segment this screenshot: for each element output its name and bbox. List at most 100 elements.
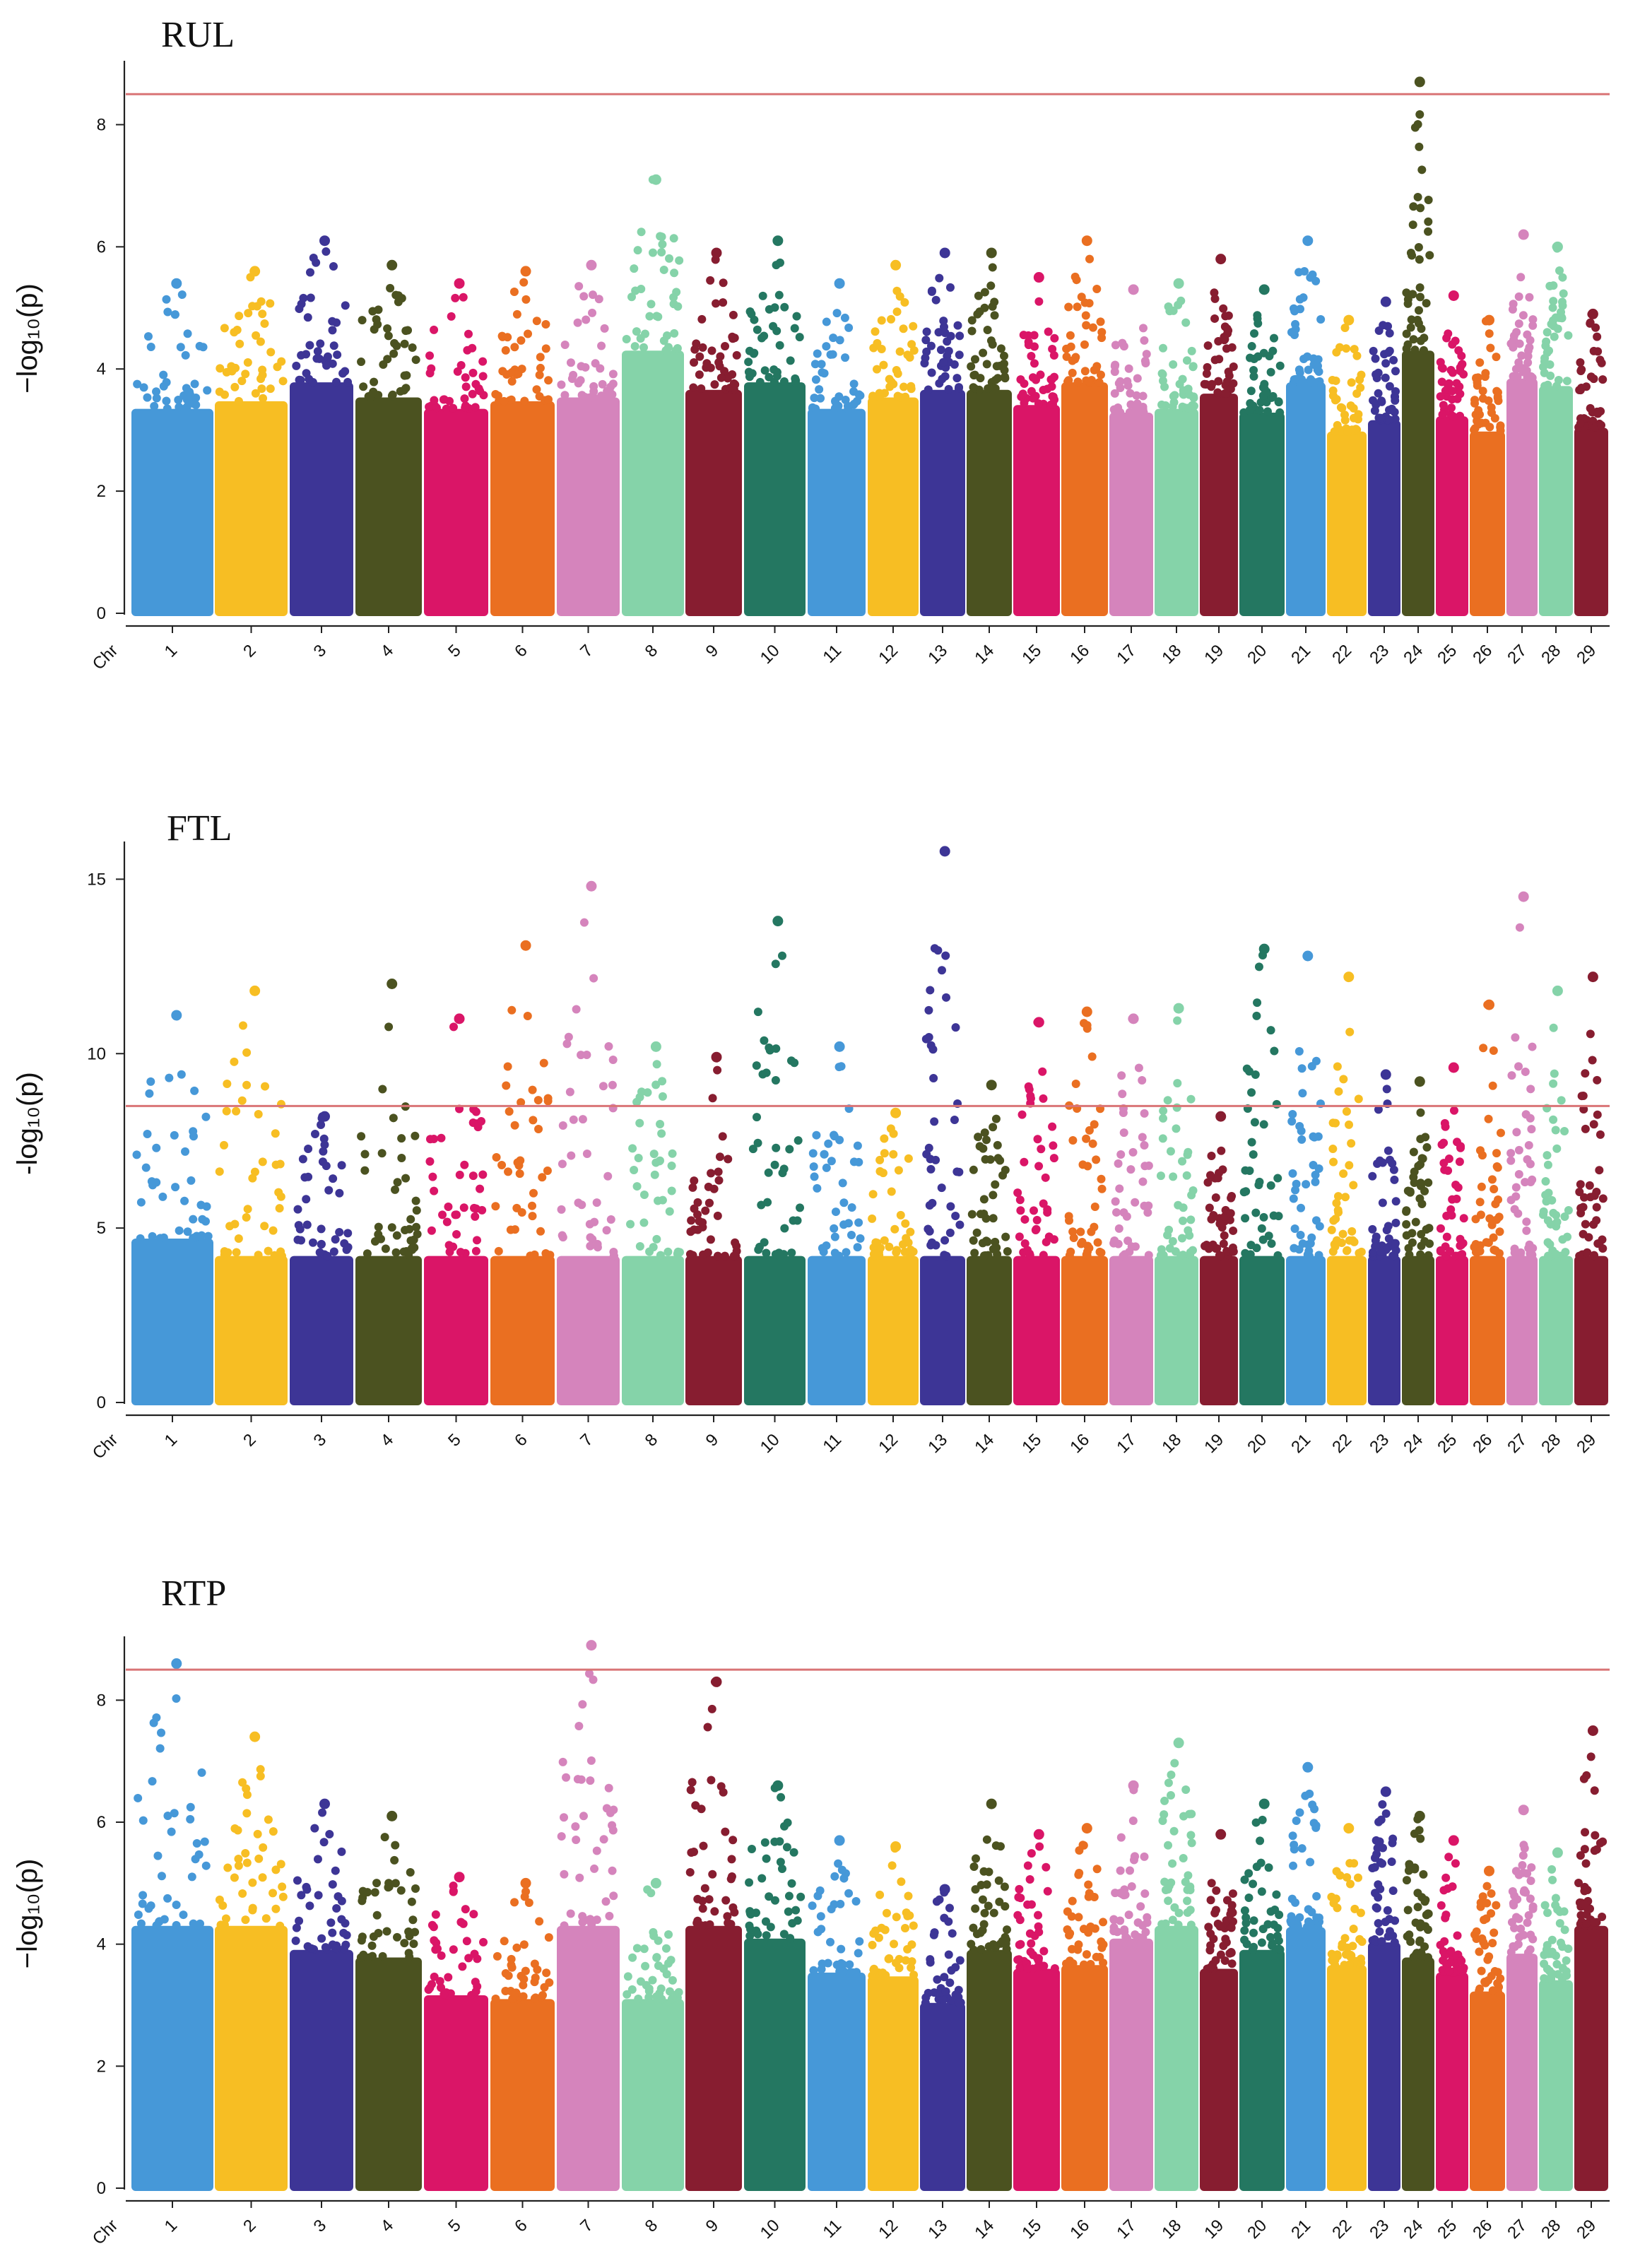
data-point xyxy=(433,1944,442,1954)
data-point xyxy=(1161,1919,1170,1928)
chromosome-block xyxy=(1286,1256,1326,1405)
data-point xyxy=(1544,1949,1553,1959)
peak-point xyxy=(1128,1780,1139,1791)
data-point xyxy=(545,1251,555,1260)
data-point xyxy=(832,309,842,318)
data-point xyxy=(1273,1924,1282,1933)
data-point xyxy=(1259,1120,1268,1129)
x-tick-label: 23 xyxy=(1366,2216,1393,2243)
peak-point xyxy=(772,235,784,247)
data-point xyxy=(1254,962,1263,971)
data-point xyxy=(1205,1946,1215,1955)
data-point xyxy=(306,293,315,302)
data-point xyxy=(1289,1194,1298,1203)
data-point xyxy=(974,291,983,300)
chromosome-block xyxy=(290,1256,353,1405)
data-point xyxy=(729,1836,738,1845)
data-point xyxy=(688,1251,697,1260)
data-point xyxy=(477,1116,486,1126)
data-point xyxy=(531,1973,540,1983)
data-point xyxy=(1388,1834,1398,1843)
data-point xyxy=(946,331,955,341)
data-point xyxy=(1138,1076,1147,1085)
data-point xyxy=(579,1812,588,1821)
data-point xyxy=(929,1074,938,1083)
data-point xyxy=(935,273,944,283)
data-point xyxy=(456,1918,466,1927)
data-point xyxy=(449,1881,458,1890)
data-point xyxy=(1424,1251,1433,1260)
data-point xyxy=(1030,359,1039,368)
data-point xyxy=(1169,360,1178,369)
data-point xyxy=(1345,1960,1354,1969)
data-point xyxy=(317,1120,326,1129)
data-point xyxy=(700,1884,709,1893)
data-point xyxy=(697,314,707,324)
data-point xyxy=(325,1830,334,1839)
data-point xyxy=(517,1098,526,1107)
data-point xyxy=(791,1906,801,1915)
data-point xyxy=(1415,1194,1424,1203)
data-point xyxy=(1048,344,1057,353)
data-point xyxy=(946,1202,955,1211)
data-point xyxy=(138,1891,148,1900)
data-point xyxy=(1405,1251,1414,1260)
data-point xyxy=(1457,1241,1466,1250)
data-point xyxy=(907,1940,916,1949)
data-point xyxy=(1387,1857,1396,1866)
data-point xyxy=(1415,142,1424,151)
data-point xyxy=(868,1190,878,1199)
data-point xyxy=(449,403,458,413)
data-point xyxy=(577,1775,586,1784)
data-point xyxy=(1064,302,1073,312)
data-point xyxy=(1049,350,1058,360)
data-point xyxy=(635,1241,644,1251)
data-point xyxy=(1258,1925,1268,1934)
data-point xyxy=(747,1845,756,1854)
data-point xyxy=(920,359,929,368)
chromosome-block xyxy=(424,408,488,616)
data-point xyxy=(603,386,612,396)
data-point xyxy=(753,1930,762,1939)
data-point xyxy=(507,1005,517,1015)
data-point xyxy=(519,1940,529,1949)
data-point xyxy=(1389,1165,1398,1174)
data-point xyxy=(606,1215,615,1224)
data-point xyxy=(478,357,488,366)
peak-point xyxy=(1033,1829,1044,1840)
data-point xyxy=(148,1232,157,1241)
data-point xyxy=(770,1160,779,1169)
data-point xyxy=(1118,1889,1127,1898)
data-point xyxy=(1090,1202,1099,1211)
data-point xyxy=(935,1895,944,1904)
data-point xyxy=(146,342,155,351)
data-point xyxy=(588,290,597,300)
data-point xyxy=(335,1227,344,1236)
data-point xyxy=(1456,363,1465,372)
data-point xyxy=(976,1210,985,1219)
chromosome-block xyxy=(1436,416,1468,616)
data-point xyxy=(1490,1184,1499,1193)
data-point xyxy=(608,1080,617,1089)
data-point xyxy=(238,1889,247,1898)
data-point xyxy=(1441,1873,1451,1882)
data-point xyxy=(1526,336,1535,345)
data-point xyxy=(400,339,409,348)
data-point xyxy=(1290,1845,1299,1854)
data-point xyxy=(148,1777,157,1786)
data-point xyxy=(1299,293,1308,302)
peak-point xyxy=(1173,1737,1184,1749)
data-point xyxy=(896,1210,905,1219)
data-point xyxy=(359,1950,368,1959)
data-point xyxy=(652,1953,661,1962)
data-point xyxy=(1520,1843,1529,1853)
data-point xyxy=(1079,1960,1088,1969)
data-point xyxy=(992,362,1001,371)
data-point xyxy=(1034,297,1044,306)
data-point xyxy=(815,385,824,394)
data-point xyxy=(1595,1838,1605,1848)
data-point xyxy=(812,1130,821,1140)
data-point xyxy=(571,1822,580,1831)
data-point xyxy=(1451,336,1460,345)
data-point xyxy=(1296,1230,1305,1239)
